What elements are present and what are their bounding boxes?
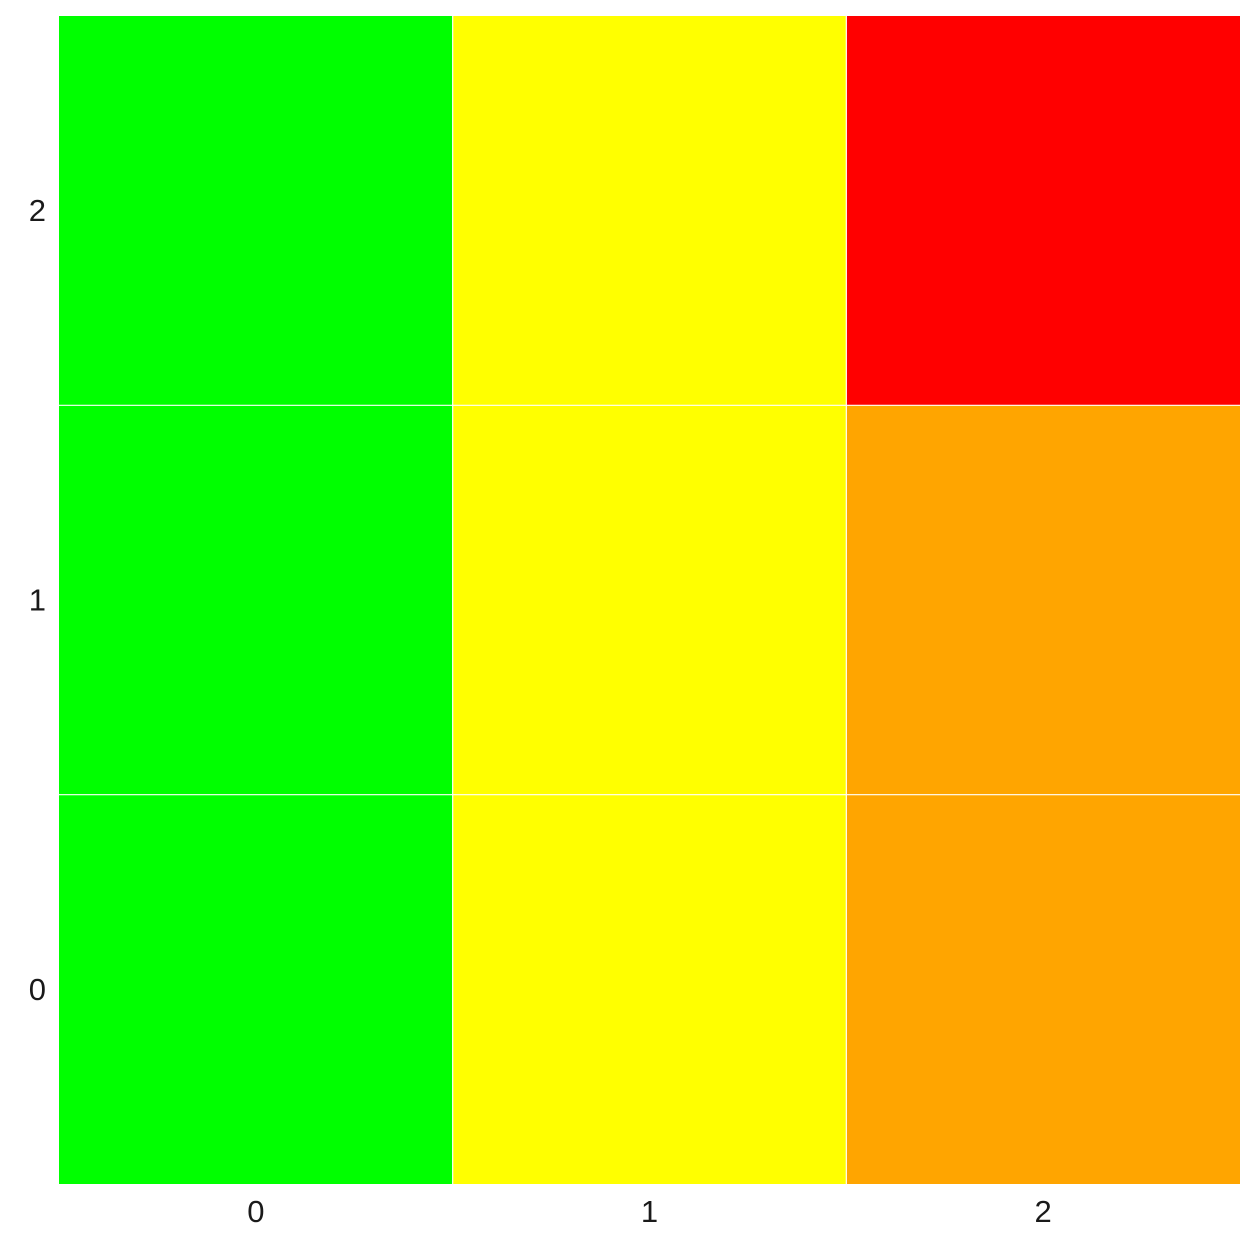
y-axis: 0 1 2	[29, 193, 46, 1007]
heatmap-cell-x0-y1	[59, 405, 453, 795]
heatmap-cell-x1-y0	[452, 794, 847, 1184]
y-tick-label: 1	[29, 583, 46, 618]
heatmap-cell-x0-y2	[59, 16, 453, 406]
x-tick-label: 1	[641, 1194, 658, 1229]
heatmap-cell-x2-y2	[846, 16, 1240, 406]
heatmap-cell-x1-y1	[452, 405, 847, 795]
heatmap-cells	[59, 16, 1240, 1184]
heatmap-cell-x2-y1	[846, 405, 1240, 795]
x-tick-label: 2	[1035, 1194, 1052, 1229]
heatmap-cell-x2-y0	[846, 794, 1240, 1184]
heatmap-cell-x1-y2	[452, 16, 847, 406]
heatmap-grid-lines	[59, 16, 1240, 1184]
y-tick-label: 2	[29, 193, 46, 228]
y-tick-label: 0	[29, 972, 46, 1007]
x-tick-label: 0	[247, 1194, 264, 1229]
heatmap-cell-x0-y0	[59, 794, 453, 1184]
x-axis: 0 1 2	[247, 1194, 1052, 1229]
